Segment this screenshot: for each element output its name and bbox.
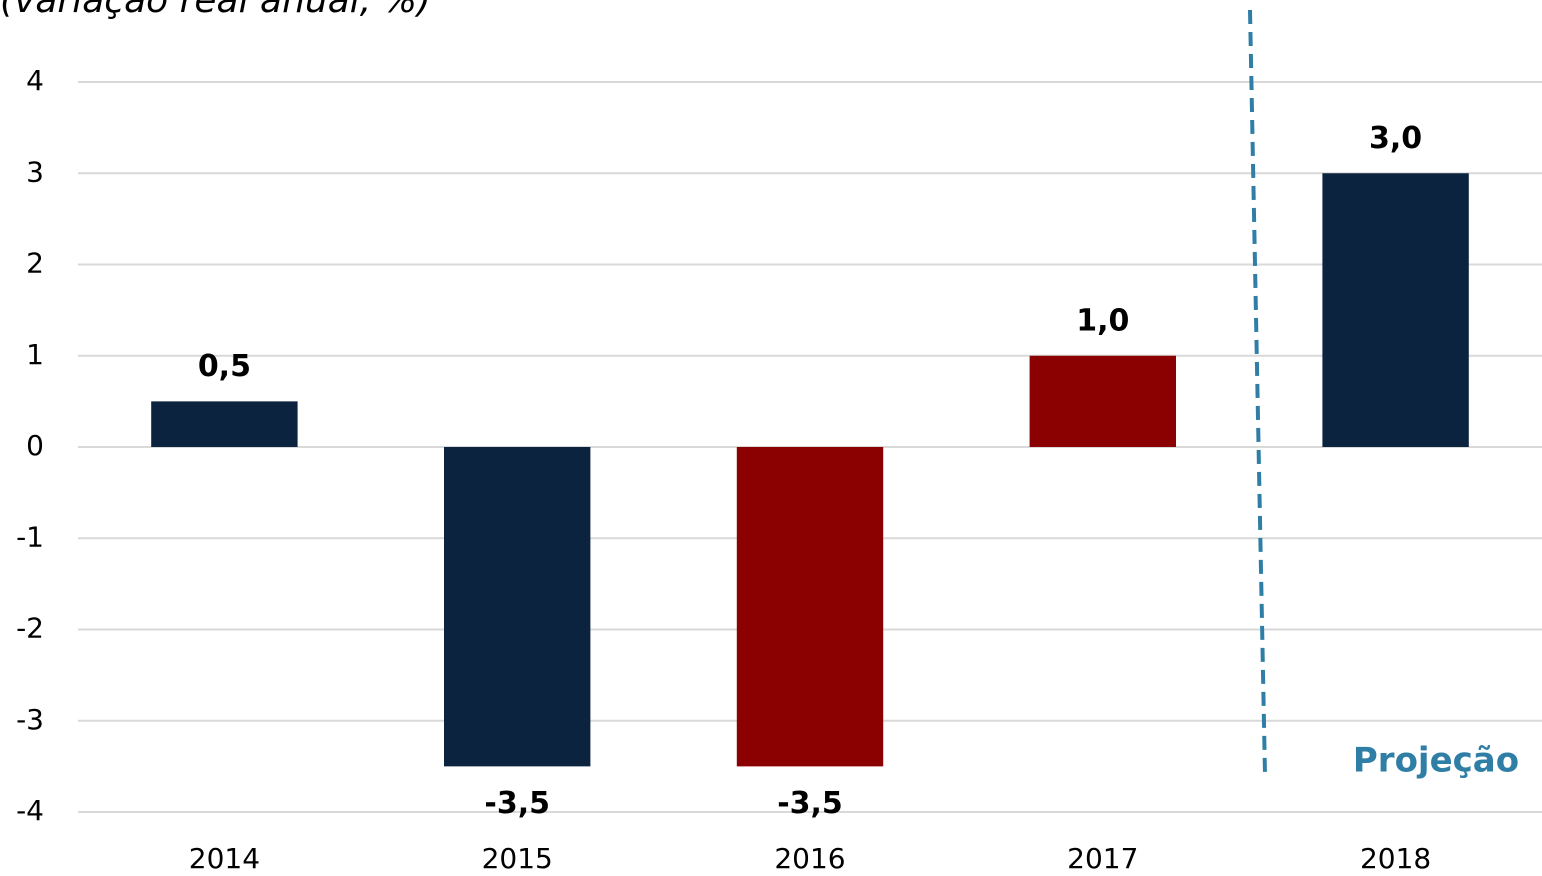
bar xyxy=(736,447,884,767)
value-label: -3,5 xyxy=(484,786,550,821)
x-tick-label: 2014 xyxy=(189,842,260,875)
x-tick-label: 2015 xyxy=(482,842,553,875)
x-tick-label: 2018 xyxy=(1360,842,1431,875)
annotation: Projeção xyxy=(1353,741,1519,781)
y-tick-label: 4 xyxy=(26,64,44,97)
y-tick-label: 0 xyxy=(26,429,44,462)
value-label: 0,5 xyxy=(198,349,251,384)
y-tick-label: -1 xyxy=(16,520,44,553)
y-tick-label: 1 xyxy=(26,338,44,371)
chart-title: (variação real anual, %) xyxy=(0,0,431,21)
bar xyxy=(1029,355,1176,447)
x-tick-label: 2016 xyxy=(774,842,845,875)
value-label: 1,0 xyxy=(1076,303,1129,338)
y-tick-label: -2 xyxy=(16,612,44,645)
bar xyxy=(444,447,591,767)
y-tick-label: 2 xyxy=(26,247,44,280)
x-tick-label: 2017 xyxy=(1067,842,1138,875)
value-label: -3,5 xyxy=(777,786,843,821)
y-tick-label: 3 xyxy=(26,155,44,188)
y-tick-label: -3 xyxy=(16,703,44,736)
value-label: 3,0 xyxy=(1369,121,1422,156)
y-tick-label: -4 xyxy=(16,794,44,827)
projection-divider xyxy=(1248,9,1267,776)
bar xyxy=(151,401,298,447)
bar xyxy=(1322,173,1469,447)
